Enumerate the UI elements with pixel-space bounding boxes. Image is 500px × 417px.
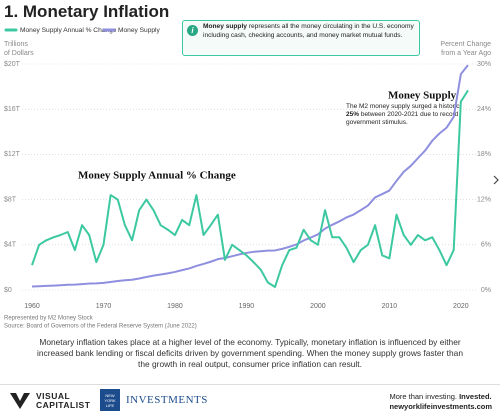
tagline: More than investing. Invested. newyorkli…	[389, 392, 492, 412]
url: newyorklifeinvestments.com	[389, 402, 492, 411]
partner-badge: NEW YORK LIFE	[100, 389, 120, 411]
y2-tick-label: 6%	[481, 242, 491, 249]
y-tick-label: $0	[4, 287, 12, 294]
badge-line: NEW	[105, 393, 115, 398]
x-tick-label: 1980	[167, 303, 183, 310]
x-tick-label: 1960	[24, 303, 40, 310]
footnote: Source: Board of Governors of the Federa…	[4, 324, 197, 330]
note-text: The M2 money supply surged a historic	[346, 103, 460, 110]
y-axis-title: Trillions	[4, 41, 28, 48]
legend-label: Money Supply	[118, 27, 160, 34]
brand-line: VISUAL	[36, 391, 71, 401]
y-tick-label: $16T	[4, 106, 21, 113]
y-tick-label: $12T	[4, 151, 21, 158]
y2-axis-title: from a Year Ago	[441, 50, 491, 57]
badge-line: LIFE	[105, 403, 115, 408]
annotation: Money Supply Annual % Change	[78, 170, 236, 182]
x-tick-label: 1970	[96, 303, 112, 310]
tagline-text: More than investing.	[389, 392, 457, 401]
x-tick-label: 2000	[310, 303, 326, 310]
y2-tick-label: 30%	[477, 61, 491, 68]
info-icon: i	[187, 25, 198, 36]
x-tick-label: 1990	[239, 303, 255, 310]
page-title: 1. Monetary Inflation	[4, 2, 170, 21]
y-tick-label: $4T	[4, 242, 17, 249]
note-bold: 25%	[346, 111, 360, 118]
brand-line: CAPITALIST	[36, 400, 91, 410]
brand: VISUAL CAPITALIST	[36, 392, 90, 410]
legend-label: Money Supply Annual % Change	[20, 27, 117, 34]
y2-tick-label: 24%	[477, 106, 491, 113]
y-tick-label: $8T	[4, 196, 17, 203]
annotation: Money Supply	[388, 90, 457, 102]
y2-tick-label: 18%	[477, 151, 491, 158]
footer: VISUAL CAPITALIST NEW YORK LIFE INVESTMENTS…	[0, 384, 500, 417]
x-tick-label: 2010	[382, 303, 398, 310]
y2-tick-label: 12%	[477, 196, 491, 203]
annotation-note: The M2 money supply surged a historic 25…	[346, 103, 474, 127]
y2-axis-title: Percent Change	[440, 41, 491, 48]
footnote: Represented by M2 Money Stock	[4, 316, 94, 322]
partner: INVESTMENTS	[126, 394, 208, 406]
chevron	[493, 175, 499, 185]
note-text: between 2020-2021 due to record governme…	[346, 111, 459, 126]
chart: Money Supply Annual % Change Money Supply…	[4, 27, 499, 330]
info-text: represents all the money circulating in …	[203, 23, 414, 39]
tagline-bold: Invested.	[459, 392, 492, 401]
info-box: i Money supply represents all the money …	[182, 20, 420, 56]
y2-tick-label: 0%	[481, 287, 491, 294]
y-tick-label: $20T	[4, 61, 21, 68]
x-tick-label: 2020	[453, 303, 469, 310]
y-axis-title: of Dollars	[4, 50, 34, 57]
paragraph: Monetary inflation takes place at a high…	[37, 337, 463, 369]
series-line	[31, 89, 469, 288]
badge-line: YORK	[104, 398, 116, 403]
series-line	[31, 64, 469, 288]
brand-icon	[10, 393, 30, 409]
info-bold: Money supply	[203, 23, 247, 30]
